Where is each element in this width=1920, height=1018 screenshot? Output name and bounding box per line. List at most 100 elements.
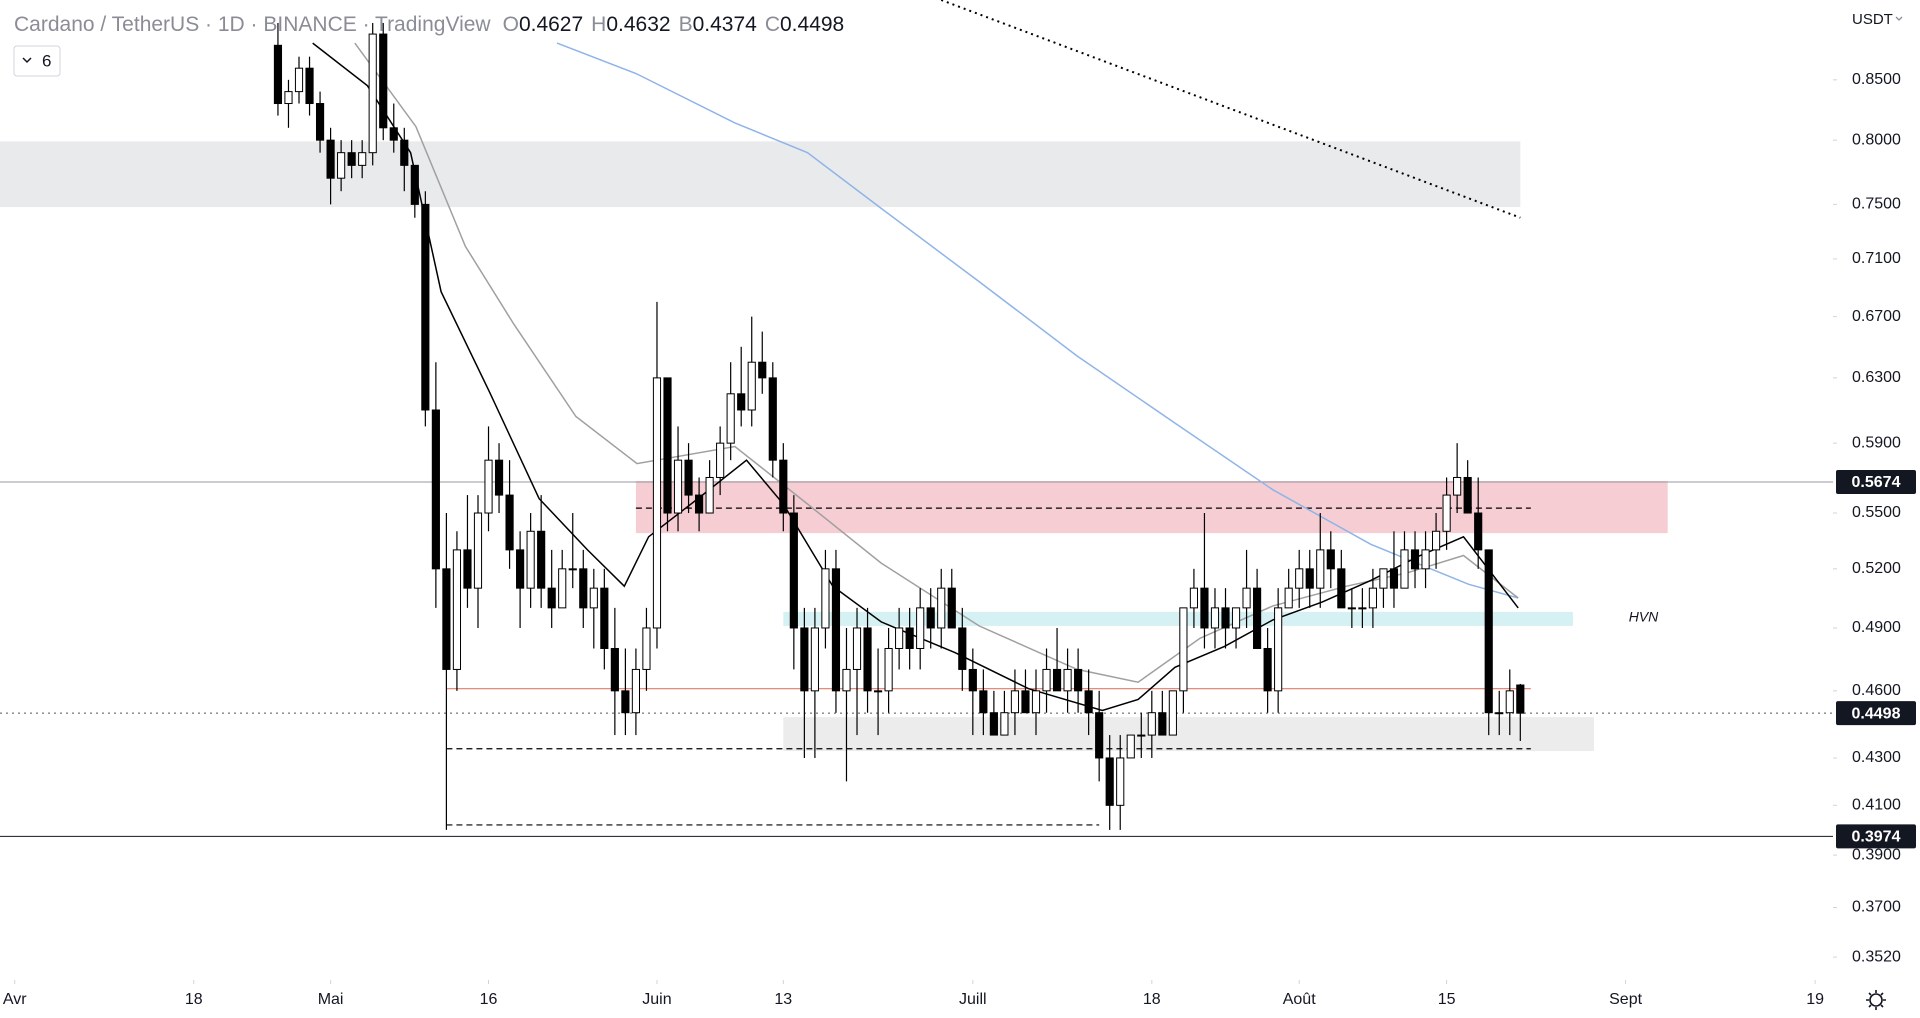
ohlc-value: 0.4627 — [519, 13, 583, 36]
chevron — [22, 57, 32, 64]
candle-body — [1431, 530, 1441, 551]
candle-body — [1284, 587, 1293, 609]
candle-body — [315, 103, 325, 141]
y-tick-label: 0.3900 — [1852, 846, 1901, 863]
candle-body — [758, 361, 767, 379]
toggle-box[interactable] — [13, 45, 61, 77]
candle-body — [1210, 607, 1220, 629]
candle-body — [1347, 607, 1356, 610]
x-tick-label: 18 — [1143, 991, 1161, 1008]
candle-body — [631, 668, 640, 714]
candle-body — [789, 512, 798, 629]
candle-body — [621, 690, 630, 714]
candle-body — [421, 203, 430, 411]
candle-body — [347, 152, 356, 166]
plot-area: HVN — [0, 0, 1833, 837]
candle-body — [1421, 549, 1430, 570]
x-tick-label: Avr — [3, 991, 27, 1008]
candle-body — [368, 33, 377, 154]
currency-select[interactable]: USDT — [1852, 11, 1903, 28]
indicator-toggle[interactable]: 6 — [13, 45, 61, 77]
candle-body — [400, 139, 409, 166]
candle-body — [600, 587, 609, 649]
y-tick-label: 0.5200 — [1852, 560, 1901, 577]
candle-body — [410, 164, 419, 205]
candle-body — [1200, 587, 1209, 629]
x-tick-label: Août — [1283, 991, 1316, 1008]
candle-body — [1389, 568, 1399, 589]
candle-body — [716, 442, 725, 478]
price-badge-label: 0.3974 — [1852, 829, 1901, 846]
candle-body — [1031, 690, 1041, 714]
candle-body — [442, 568, 451, 670]
candle-body — [673, 459, 683, 514]
candle-body — [1253, 587, 1262, 649]
candle-body — [568, 568, 577, 571]
candle-body — [1505, 690, 1514, 714]
candle-body — [1095, 712, 1104, 759]
candle-body — [873, 690, 883, 693]
candle-body — [1000, 712, 1009, 736]
candle-body — [1484, 549, 1493, 714]
candle-body — [1442, 494, 1451, 532]
candle-body — [1137, 734, 1146, 737]
candle-body — [1242, 587, 1251, 609]
price-badge-label: 0.4498 — [1852, 705, 1901, 722]
candle-body — [473, 512, 483, 589]
candle-body — [926, 607, 935, 629]
candle-body — [642, 627, 651, 670]
candle-body — [800, 627, 809, 692]
candle-body — [526, 530, 535, 589]
ohlc-value: 0.4498 — [780, 13, 844, 36]
x-tick-label: 16 — [480, 991, 498, 1008]
candle-body — [1358, 607, 1367, 610]
candle-body — [1495, 712, 1504, 715]
candle-body — [547, 587, 556, 609]
candle-body — [652, 377, 662, 629]
candle-body — [937, 587, 946, 629]
x-tick-label: 18 — [185, 991, 203, 1008]
candle-body — [1337, 568, 1346, 609]
candle-body — [1263, 647, 1272, 692]
ohlc-letter: C — [765, 13, 780, 36]
chevron — [1895, 16, 1903, 21]
candle-body — [1063, 668, 1072, 692]
price-badge-label: 0.5674 — [1852, 474, 1901, 491]
axes: 0.8500 0.8000 0.7500 0.7100 0.6700 0.6300 0.59… — [3, 71, 1916, 1008]
x-tick-label: Mai — [318, 991, 344, 1008]
indicator-line — [556, 42, 1519, 599]
price-badge — [1836, 824, 1916, 849]
indicator-count: 6 — [42, 51, 51, 70]
candle-body — [431, 409, 440, 570]
candle-body — [905, 627, 914, 649]
y-tick-label: 0.3700 — [1852, 899, 1901, 916]
y-tick-label: 0.8000 — [1852, 131, 1901, 148]
currency[interactable]: USDT — [1852, 11, 1893, 28]
candle-body — [1463, 476, 1472, 514]
candle-body — [695, 494, 704, 514]
candle-body — [958, 627, 967, 670]
x-tick-label: 13 — [774, 991, 792, 1008]
candle-body — [768, 377, 777, 461]
zone — [0, 141, 1521, 208]
settings-button[interactable] — [1866, 990, 1886, 1010]
gear-icon[interactable] — [1869, 993, 1883, 1007]
candle-body — [916, 607, 925, 649]
candle-body — [1189, 587, 1199, 609]
y-tick-label: 0.6700 — [1852, 308, 1901, 325]
candle-body — [726, 393, 735, 444]
x-tick-label: Juin — [642, 991, 671, 1008]
time-axis — [0, 982, 1920, 1018]
y-tick-label: 0.3520 — [1852, 948, 1901, 965]
candle-body — [537, 530, 546, 589]
candle-body — [842, 668, 851, 692]
candle-body — [1368, 587, 1377, 609]
candle-body — [1105, 757, 1114, 806]
candle-body — [1168, 690, 1177, 736]
x-tick-label: 19 — [1806, 991, 1824, 1008]
candle-body — [558, 568, 567, 609]
chart-title: Cardano / TetherUS · 1D · BINANCE · Trad… — [14, 13, 491, 36]
indicator-line — [940, 0, 1521, 219]
